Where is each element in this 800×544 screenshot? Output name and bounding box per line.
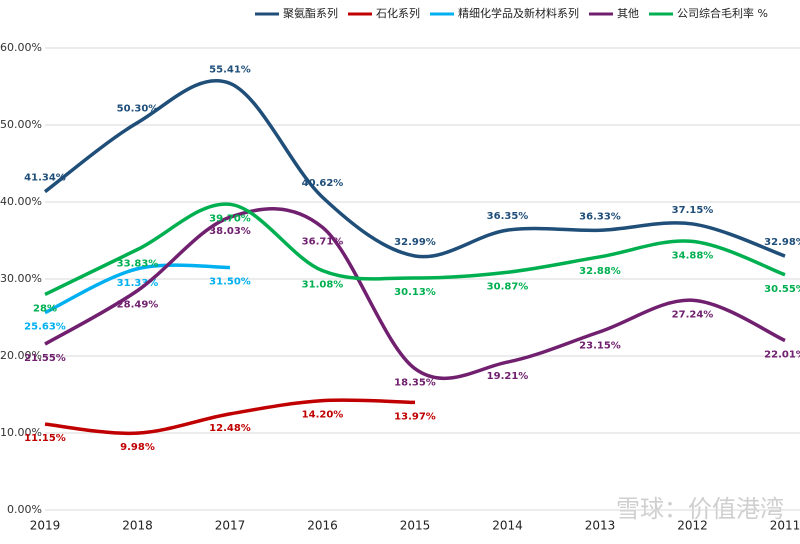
x-tick-label: 2017 xyxy=(215,519,246,533)
y-tick-label: 20.00% xyxy=(0,349,42,362)
series-line xyxy=(44,263,231,315)
x-tick-label: 2018 xyxy=(122,519,153,533)
data-label: 36.71% xyxy=(302,236,344,247)
series-line xyxy=(44,202,786,296)
data-label: 32.98% xyxy=(764,237,800,248)
x-tick-label: 2019 xyxy=(30,519,61,533)
data-label: 38.03% xyxy=(209,226,251,237)
data-label: 34.88% xyxy=(672,250,714,261)
data-label: 31.33% xyxy=(117,278,159,289)
y-tick-label: 30.00% xyxy=(0,272,42,285)
data-label: 21.55% xyxy=(24,353,66,364)
legend-label: 其他 xyxy=(617,7,639,20)
data-label: 39.70% xyxy=(209,213,251,224)
watermark: 雪球：价值港湾 xyxy=(616,495,784,523)
legend-label: 石化系列 xyxy=(376,6,420,20)
data-label: 14.20% xyxy=(302,410,344,421)
y-tick-label: 40.00% xyxy=(0,195,42,208)
data-label: 27.24% xyxy=(672,309,714,320)
x-tick-label: 2011 xyxy=(770,519,800,533)
data-label: 30.13% xyxy=(394,287,436,298)
series-line xyxy=(44,206,786,380)
data-label: 32.88% xyxy=(579,266,621,277)
series-line xyxy=(43,79,786,259)
legend-label: 精细化学品及新材料系列 xyxy=(458,6,579,20)
series-line xyxy=(44,398,416,436)
data-label: 40.62% xyxy=(302,178,344,189)
y-tick-label: 50.00% xyxy=(0,118,42,131)
y-tick-label: 60.00% xyxy=(0,41,42,54)
x-tick-label: 2013 xyxy=(585,519,616,533)
data-label: 9.98% xyxy=(120,442,155,453)
data-label: 28.49% xyxy=(117,300,159,311)
x-tick-label: 2014 xyxy=(492,519,523,533)
legend-label: 聚氨酯系列 xyxy=(283,6,338,20)
data-label: 36.33% xyxy=(579,211,621,222)
data-label: 50.30% xyxy=(117,104,159,115)
data-label: 22.01% xyxy=(764,350,800,361)
data-label: 13.97% xyxy=(394,411,436,422)
data-label: 25.63% xyxy=(24,322,66,333)
data-label: 41.34% xyxy=(24,173,66,184)
x-tick-label: 2015 xyxy=(400,519,431,533)
data-label: 33.83% xyxy=(117,259,159,270)
data-label: 32.99% xyxy=(394,237,436,248)
data-label: 55.41% xyxy=(209,64,251,75)
data-label: 31.50% xyxy=(209,276,251,287)
data-label: 19.21% xyxy=(487,371,529,382)
data-label: 12.48% xyxy=(209,423,251,434)
legend-label: 公司综合毛利率 % xyxy=(677,6,768,20)
data-label: 36.35% xyxy=(487,211,529,222)
data-label: 37.15% xyxy=(672,205,714,216)
y-tick-label: 10.00% xyxy=(0,426,42,439)
data-label: 30.55% xyxy=(764,284,800,295)
data-label: 23.15% xyxy=(579,341,621,352)
data-label: 31.08% xyxy=(302,280,344,291)
data-label: 11.15% xyxy=(24,433,66,444)
data-label: 18.35% xyxy=(394,378,436,389)
x-tick-label: 2012 xyxy=(677,519,708,533)
y-tick-label: 0.00% xyxy=(7,503,42,516)
data-label: 28% xyxy=(33,303,57,314)
data-label: 30.87% xyxy=(487,281,529,292)
x-tick-label: 2016 xyxy=(307,519,338,533)
